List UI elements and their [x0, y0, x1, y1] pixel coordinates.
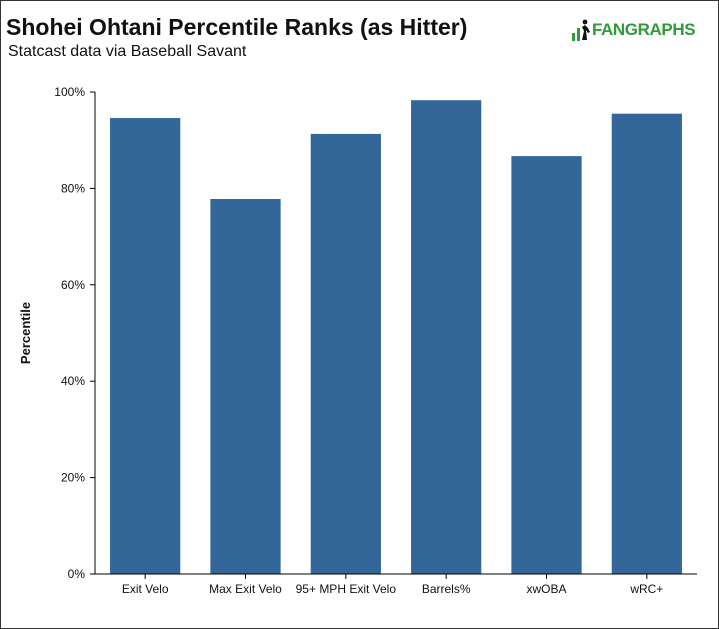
x-tick-label: wRC+	[629, 582, 663, 596]
fangraphs-logo: FANGRAPHS	[571, 19, 696, 41]
y-tick-label: 100%	[54, 85, 85, 99]
fangraphs-logo-icon	[572, 19, 590, 41]
y-axis-title: Percentile	[18, 302, 33, 364]
y-ticks-group: 0% 20% 40% 60% 80% 100%	[54, 85, 95, 581]
y-tick-label: 20%	[61, 471, 85, 485]
y-tick-label: 0%	[68, 567, 86, 581]
bar-5	[611, 113, 682, 574]
bar-4	[511, 156, 582, 574]
axes-group	[94, 92, 697, 575]
y-tick-label: 80%	[61, 181, 85, 195]
x-tick-label: Max Exit Velo	[209, 582, 282, 596]
bars-group	[110, 100, 682, 574]
y-tick-label: 60%	[61, 278, 85, 292]
x-tick-label: Barrels%	[422, 582, 471, 596]
bar-2	[310, 133, 381, 574]
x-ticks-group: Exit Velo Max Exit Velo 95+ MPH Exit Velo B…	[122, 574, 663, 596]
chart-title: Shohei Ohtani Percentile Ranks (as Hitte…	[6, 14, 468, 40]
bar-3	[411, 100, 482, 574]
x-tick-label: Exit Velo	[122, 582, 169, 596]
bar-0	[110, 118, 181, 574]
x-tick-label: xwOBA	[526, 582, 566, 596]
logo-text: FANGRAPHS	[592, 20, 696, 39]
chart-subtitle: Statcast data via Baseball Savant	[8, 43, 247, 60]
y-tick-label: 40%	[61, 374, 85, 388]
x-tick-label: 95+ MPH Exit Velo	[296, 582, 397, 596]
bar-1	[210, 199, 281, 574]
